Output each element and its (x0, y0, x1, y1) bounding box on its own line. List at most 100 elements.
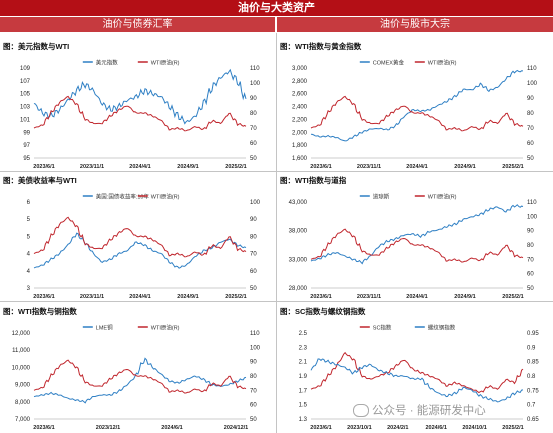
right-tick-label: 0.95 (527, 331, 539, 337)
watermark: 公众号 · 能源研发中心 (353, 402, 486, 418)
right-tick-label: 0.75 (527, 388, 539, 394)
x-tick-label: 2023/6/1 (33, 425, 54, 431)
right-tick-label: 0.8 (527, 374, 536, 380)
x-tick-label: 2024/10/1 (462, 425, 486, 431)
legend-label: WTI原油(R) (428, 193, 457, 201)
series-line (310, 351, 524, 394)
left-tick-label: 2,800 (292, 79, 308, 85)
right-tick-label: 110 (527, 200, 537, 206)
left-tick-label: 1.7 (299, 388, 308, 394)
right-tick-label: 70 (250, 388, 257, 394)
left-tick-label: 3,000 (292, 66, 308, 72)
left-tick-label: 1,800 (292, 143, 308, 149)
chart-yield-wti: 美国:国债收益率:10年 WTI原油(R) 3 4 4 5 5 6 50 60 70 80 90 100 2… (27, 193, 261, 301)
x-tick-label: 2023/11/1 (357, 294, 381, 300)
legend-label: 螺纹钢指数 (428, 324, 456, 332)
x-tick-label: 2024/9/1 (454, 164, 475, 170)
right-tick-label: 80 (527, 243, 534, 249)
panel-title-sc-rebar: 图：SC指数与螺纹钢指数 (280, 307, 366, 316)
x-tick-label: 2023/12/1 (96, 425, 120, 431)
left-tick-label: 4 (27, 269, 31, 275)
chart-copper-wti: LME铜 WTI原油(R) 7,000 8,000 9,000 10,000 11,000 1… (12, 324, 261, 432)
right-tick-label: 100 (250, 345, 261, 351)
left-tick-label: 2,400 (292, 105, 308, 111)
right-section-title: 油价与股市大宗 (277, 17, 553, 32)
left-tick-label: 8,000 (15, 400, 31, 406)
left-tick-label: 11,000 (12, 348, 31, 354)
right-tick-label: 60 (250, 141, 257, 147)
right-tick-label: 0.85 (527, 360, 539, 366)
right-tick-label: 0.9 (527, 345, 536, 351)
left-tick-label: 28,000 (289, 286, 308, 292)
x-tick-label: 2024/6/1 (161, 425, 182, 431)
series-line (310, 95, 524, 132)
right-tick-label: 0.65 (527, 417, 539, 423)
left-tick-label: 95 (23, 156, 30, 162)
left-tick-label: 2.5 (299, 331, 308, 337)
legend-label: 美国:国债收益率:10年 (96, 193, 150, 201)
legend-label: WTI原油(R) (428, 59, 457, 67)
x-tick-label: 2024/6/1 (425, 425, 446, 431)
series-line (33, 95, 247, 132)
left-tick-label: 3 (27, 286, 31, 292)
right-tick-label: 80 (250, 111, 257, 117)
right-tick-label: 80 (527, 111, 534, 117)
series-line (33, 68, 247, 125)
right-tick-label: 90 (527, 96, 534, 102)
x-tick-label: 2023/10/1 (347, 425, 371, 431)
left-tick-label: 2,200 (292, 117, 308, 123)
right-tick-label: 0.7 (527, 403, 536, 409)
left-tick-label: 4 (27, 252, 31, 258)
series-line (33, 216, 247, 258)
right-tick-label: 50 (250, 417, 257, 423)
panel-title-yield-wti: 图：美债收益率与WTI (3, 176, 77, 185)
series-line (33, 359, 247, 394)
panel-title-usd-wti: 图：美元指数与WTI (3, 42, 70, 51)
left-tick-label: 109 (20, 66, 31, 72)
series-line (310, 228, 524, 263)
x-tick-label: 2025/2/1 (225, 164, 246, 170)
series-line (310, 69, 524, 142)
right-tick-label: 50 (527, 156, 534, 162)
right-tick-label: 90 (250, 217, 257, 223)
chart-gold-wti: COMEX黄金 WTI原油(R) 1,600 1,800 2,000 2,200 2,400… (292, 59, 538, 171)
left-tick-label: 2,000 (292, 130, 308, 136)
chart-sc-rebar: SC指数 螺纹钢指数 1.3 1.5 1.7 1.9 2.1 2.3 2.5 0.65 0.7 0.7… (299, 324, 540, 432)
right-tick-label: 60 (527, 272, 534, 278)
left-tick-label: 2.1 (299, 360, 308, 366)
legend-label: WTI原油(R) (151, 59, 180, 67)
x-tick-label: 2023/6/1 (33, 294, 54, 300)
left-tick-label: 6 (27, 200, 31, 206)
panel-title-copper-wti: 图：WTI指数与铜指数 (3, 307, 77, 316)
right-tick-label: 90 (527, 229, 534, 235)
left-tick-label: 2,600 (292, 92, 308, 98)
x-tick-label: 2024/4/1 (129, 164, 150, 170)
left-tick-label: 5 (27, 234, 31, 240)
series-line (33, 232, 247, 269)
legend-label: 美元指数 (96, 59, 119, 67)
right-tick-label: 110 (250, 66, 260, 72)
legend-label: WTI原油(R) (151, 324, 180, 332)
left-tick-label: 1.3 (299, 417, 308, 423)
series-line (310, 204, 524, 265)
left-tick-label: 33,000 (289, 257, 308, 263)
chart-usd-wti: 美元指数 WTI原油(R) 95 97 99 101 103 105 107 109 50 60 70 8… (20, 59, 261, 171)
right-tick-label: 70 (250, 126, 257, 132)
legend-label: SC指数 (373, 324, 392, 332)
right-tick-label: 100 (527, 214, 538, 220)
x-tick-label: 2023/11/1 (80, 294, 104, 300)
left-tick-label: 10,000 (12, 365, 31, 371)
right-tick-label: 110 (527, 66, 537, 72)
left-tick-label: 43,000 (289, 200, 308, 206)
x-tick-label: 2025/2/1 (502, 164, 523, 170)
right-tick-label: 60 (250, 269, 257, 275)
right-tick-label: 60 (250, 403, 257, 409)
x-tick-label: 2023/11/1 (357, 164, 381, 170)
right-tick-label: 50 (250, 156, 257, 162)
left-tick-label: 1,600 (292, 156, 308, 162)
x-tick-label: 2023/6/1 (33, 164, 54, 170)
left-tick-label: 103 (20, 105, 31, 111)
right-tick-label: 80 (250, 234, 257, 240)
x-tick-label: 2024/9/1 (177, 164, 198, 170)
